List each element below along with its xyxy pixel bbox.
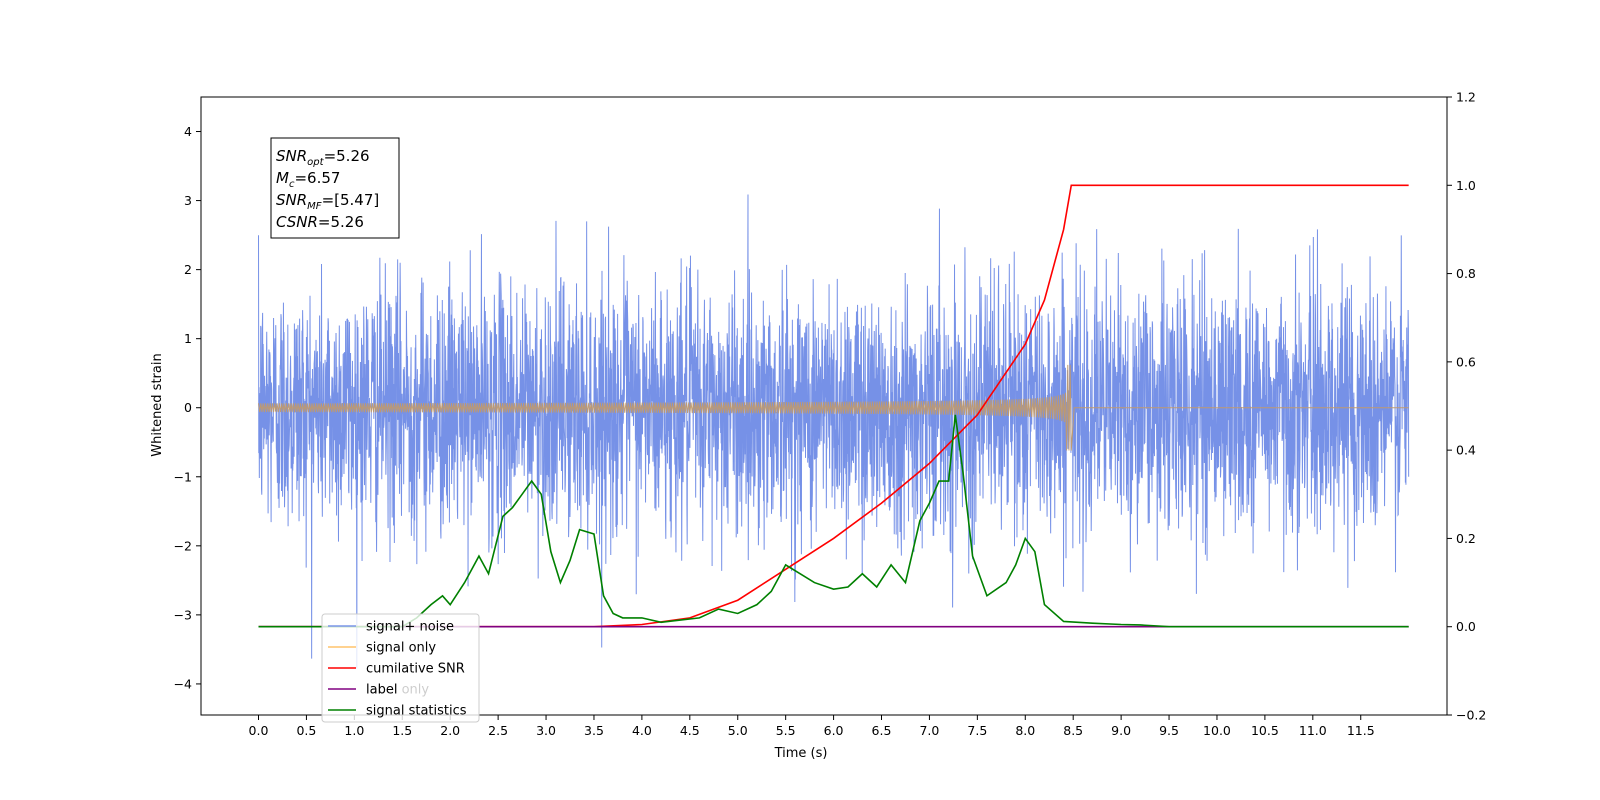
x-tick-label: 2.0 — [440, 723, 460, 738]
y2-tick-label: 0.0 — [1456, 619, 1476, 634]
y-axis-label: Whitened strain — [150, 353, 165, 456]
x-tick-label: 1.0 — [344, 723, 364, 738]
x-tick-label: 7.0 — [919, 723, 939, 738]
axes-layer: 0.0 0.5 1.0 1.5 2.0 2.5 3.0 3.5 4.0 4.5 5.0 5.5 6.0 6… — [174, 90, 1487, 739]
legend-frame — [321, 613, 480, 723]
x-tick-label: 7.5 — [967, 723, 987, 738]
x-tick-label: 0.0 — [249, 723, 269, 738]
legend-label: cumilative SNR — [366, 662, 465, 677]
y2-tick-label: 0.6 — [1456, 354, 1476, 369]
plot-frame — [200, 96, 1448, 716]
x-tick-label: 8.0 — [1015, 723, 1035, 738]
y2-tick-label: 1.0 — [1456, 178, 1476, 193]
annotation-line: CSNR=5.26 — [276, 213, 364, 231]
x-tick-label: 4.0 — [632, 723, 652, 738]
x-tick-label: 9.0 — [1111, 723, 1131, 738]
y-tick-label: 2 — [184, 262, 192, 277]
annotation-line: Mc=6.57 — [276, 169, 340, 190]
y-tick-label: 3 — [184, 193, 192, 208]
legend-hidden-label: label only — [366, 683, 429, 698]
y-tick-label: −4 — [174, 676, 192, 691]
y2-tick-label: 0.8 — [1456, 266, 1476, 281]
y-tick-label: 1 — [184, 331, 192, 346]
y2-tick-label: 0.2 — [1456, 531, 1476, 546]
y-tick-label: −3 — [174, 607, 192, 622]
legend-label: label — [366, 683, 397, 698]
x-tick-label: 3.0 — [536, 723, 556, 738]
y2-tick-label: 0.4 — [1456, 443, 1476, 458]
legend-label: signal statistics — [366, 704, 467, 719]
x-tick-label: 10.0 — [1203, 723, 1231, 738]
x-tick-label: 8.5 — [1063, 723, 1083, 738]
x-tick-label: 5.0 — [728, 723, 748, 738]
y2-tick-label: 1.2 — [1456, 90, 1476, 105]
legend-label: signal only — [366, 641, 436, 656]
legend-label: signal+ noise — [366, 620, 454, 635]
x-axis-label: Time (s) — [774, 746, 828, 761]
x-tick-label: 1.5 — [392, 723, 412, 738]
x-tick-label: 9.5 — [1159, 723, 1179, 738]
x-tick-label: 0.5 — [296, 723, 316, 738]
y-tick-label: −2 — [174, 538, 192, 553]
y2-tick-label: −0.2 — [1456, 708, 1486, 723]
annotation-line: SNRopt=5.26 — [276, 147, 370, 168]
x-tick-label: 11.5 — [1347, 723, 1375, 738]
x-tick-label: 10.5 — [1251, 723, 1279, 738]
x-tick-label: 11.0 — [1299, 723, 1327, 738]
y-tick-label: −1 — [174, 469, 192, 484]
annotation-line: SNRMF=[5.47] — [276, 191, 379, 212]
x-tick-label: 6.5 — [872, 723, 892, 738]
x-tick-label: 3.5 — [584, 723, 604, 738]
x-tick-label: 2.5 — [488, 723, 508, 738]
x-tick-label: 5.5 — [776, 723, 796, 738]
y-tick-label: 4 — [184, 124, 192, 139]
x-tick-label: 4.5 — [680, 723, 700, 738]
series-signal-noise-line — [258, 194, 1410, 669]
legend: signal+ noise signal only cumilative SNR la… — [321, 613, 480, 723]
x-tick-label: 6.0 — [824, 723, 844, 738]
series-signal-statistics-line — [258, 414, 1409, 628]
y-tick-label: 0 — [184, 400, 192, 415]
annotation-frame — [270, 137, 400, 239]
series-signal-only-line — [258, 364, 1409, 451]
